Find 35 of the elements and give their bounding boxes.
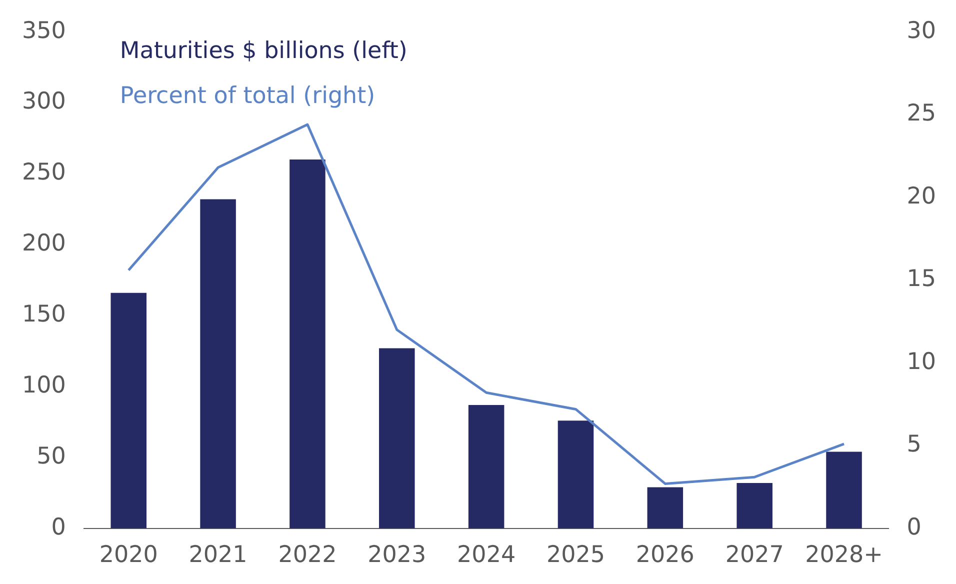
- x-tick-label: 2027: [725, 542, 784, 568]
- text: Maturities $ billions (left): [120, 38, 408, 64]
- x-tick-label: 2021: [188, 542, 248, 568]
- bar: [110, 292, 146, 528]
- y-tick-label: 0: [51, 514, 66, 540]
- y2-tick-label: 25: [906, 100, 936, 127]
- y-tick-label: 300: [22, 88, 66, 115]
- y-tick-label: 200: [22, 230, 66, 257]
- y2-tick-label: 10: [906, 348, 936, 375]
- y2-tick-label: 15: [906, 266, 936, 292]
- y-tick-label: 100: [22, 372, 66, 398]
- x-tick-label: 2020: [99, 542, 158, 568]
- bar: [290, 159, 326, 528]
- y-tick-label: 350: [22, 18, 66, 44]
- x-tick-label: 2025: [546, 542, 606, 568]
- bar: [379, 348, 415, 528]
- y-tick-label: 150: [22, 302, 66, 328]
- y2-tick-label: 30: [906, 18, 936, 44]
- y2-tick-label: 20: [906, 183, 936, 210]
- bar: [558, 420, 594, 528]
- x-tick-label: 2026: [636, 542, 694, 568]
- x-tick-label: 2022: [278, 542, 337, 568]
- y-tick-label: 250: [22, 160, 66, 186]
- bar: [736, 482, 772, 528]
- y2-tick-label: 0: [906, 514, 922, 540]
- y2-tick-label: 5: [906, 432, 922, 458]
- x-tick-label: 2028+: [805, 542, 883, 568]
- bar: [200, 199, 236, 528]
- x-tick-label: 2024: [457, 542, 516, 568]
- x-tick-label: 2023: [368, 542, 426, 568]
- bar: [826, 452, 862, 528]
- bar: [468, 404, 504, 528]
- bar: [647, 487, 684, 528]
- y-tick-label: 50: [36, 443, 66, 470]
- text: Percent of total (right): [120, 82, 376, 109]
